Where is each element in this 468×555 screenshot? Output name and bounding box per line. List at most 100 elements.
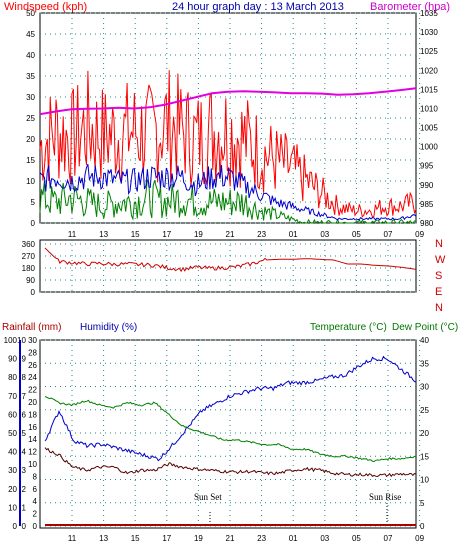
humidity-tick: 30 (8, 466, 17, 475)
x-tick-label: 07 (384, 534, 393, 543)
temp-left-tick: 6 (33, 485, 38, 494)
windspeed-tick: 5 (31, 198, 36, 207)
windspeed-tick: 50 (26, 9, 35, 18)
temp-right-tick: 0 (420, 522, 425, 531)
compass-label: W (435, 254, 446, 266)
rainfall-tick: 10 (17, 336, 26, 345)
x-tick-label: 09 (415, 230, 424, 239)
windspeed-tick: 20 (26, 135, 35, 144)
panel1-series (39, 70, 417, 225)
barometer-tick: 985 (420, 200, 434, 209)
windspeed-tick: 45 (26, 30, 35, 39)
x-tick-label: 21 (226, 534, 235, 543)
x-tick-label: 17 (162, 230, 171, 239)
barometer-axis: 980 985 990 995 1000 1005 1010 1015 1020 1025 1030… (420, 9, 438, 228)
x-tick-label: 05 (352, 534, 361, 543)
panel3-frame (39, 339, 417, 529)
compass-label: E (435, 286, 442, 298)
panel1-grid (40, 12, 421, 224)
barometer-tick: 1000 (420, 143, 438, 152)
direction-axis: 0 90 180 270 360 (22, 240, 36, 297)
temp-right-tick: 30 (420, 383, 429, 392)
rainfall-label: Rainfall (mm) (2, 322, 61, 333)
temperature-series (44, 396, 417, 463)
panel3-x-axis: 11 13 15 17 19 21 23 01 03 05 07 09 (68, 534, 425, 543)
barometer-tick: 1015 (420, 85, 438, 94)
direction-tick: 0 (31, 288, 36, 297)
temp-left-tick: 0 (33, 522, 38, 531)
x-tick-label: 19 (194, 230, 203, 239)
direction-tick: 270 (22, 252, 36, 261)
dewpoint-label: Dew Point (°C) (392, 322, 458, 333)
rainfall-tick: 3 (22, 466, 27, 475)
temp-left-tick: 10 (28, 460, 37, 469)
rainfall-tick: 4 (22, 448, 27, 457)
barometer-tick: 1010 (420, 104, 438, 113)
temp-left-tick: 28 (28, 348, 37, 357)
temp-left-tick: 22 (28, 386, 37, 395)
barometer-label: Barometer (hpa) (370, 1, 450, 13)
rainfall-tick: 8 (22, 373, 27, 382)
x-tick-label: 21 (226, 230, 235, 239)
temp-right-tick: 25 (420, 406, 429, 415)
temp-left-tick: 8 (33, 472, 38, 481)
barometer-tick: 1030 (420, 28, 438, 37)
x-tick-label: 01 (289, 230, 298, 239)
temp-right-tick: 20 (420, 429, 429, 438)
rainfall-tick: 0 (22, 522, 27, 531)
x-tick-label: 03 (320, 534, 329, 543)
temp-left-tick: 24 (28, 373, 37, 382)
panel3-series (44, 355, 417, 526)
x-tick-label: 07 (384, 230, 393, 239)
barometer-tick: 1025 (420, 47, 438, 56)
temp-left-tick: 14 (28, 435, 37, 444)
humidity-tick: 40 (8, 448, 17, 457)
direction-series (44, 247, 417, 273)
dewpoint-series (44, 447, 417, 478)
windspeed-axis: 0 5 10 15 20 25 30 35 40 45 50 (26, 9, 35, 228)
temp-left-tick: 26 (28, 361, 37, 370)
sunset-label: Sun Set (194, 492, 222, 502)
windspeed-tick: 15 (26, 156, 35, 165)
humidity-tick: 100 (4, 336, 18, 345)
humidity-tick: 50 (8, 429, 17, 438)
temp-left-tick: 18 (28, 410, 37, 419)
temp-left-tick: 12 (28, 448, 37, 457)
direction-tick: 180 (22, 264, 36, 273)
sunrise-label: Sun Rise (369, 492, 401, 502)
humidity-tick: 70 (8, 392, 17, 401)
compass-label: S (435, 270, 442, 282)
windspeed-tick: 40 (26, 51, 35, 60)
compass-label: N (435, 302, 443, 314)
barometer-tick: 995 (420, 162, 434, 171)
windspeed-label: Windspeed (kph) (4, 1, 87, 13)
barometer-tick: 990 (420, 181, 434, 190)
x-tick-label: 13 (99, 534, 108, 543)
direction-tick: 90 (26, 276, 35, 285)
temp-left-tick: 2 (33, 510, 38, 519)
x-tick-label: 05 (352, 230, 361, 239)
temp-left-tick: 16 (28, 423, 37, 432)
wind-min-series (39, 178, 417, 225)
x-tick-label: 15 (131, 230, 140, 239)
humidity-tick: 90 (8, 355, 17, 364)
direction-tick: 360 (22, 240, 36, 249)
windspeed-tick: 30 (26, 93, 35, 102)
windspeed-tick: 35 (26, 72, 35, 81)
barometer-tick: 1035 (420, 9, 438, 18)
barometer-tick: 980 (420, 219, 434, 228)
windspeed-tick: 0 (31, 219, 36, 228)
x-tick-label: 09 (415, 534, 424, 543)
temp-right-tick: 10 (420, 476, 429, 485)
rainfall-tick: 7 (22, 392, 27, 401)
temp-left-tick: 30 (28, 336, 37, 345)
temp-right-tick: 40 (420, 336, 429, 345)
x-tick-label: 19 (194, 534, 203, 543)
panel3-axes: 0102030405060708090100012345678910024681… (4, 336, 430, 531)
barometer-series (39, 87, 417, 116)
x-tick-label: 23 (257, 534, 266, 543)
chart-title: 24 hour graph day : 13 March 2013 (172, 1, 344, 13)
